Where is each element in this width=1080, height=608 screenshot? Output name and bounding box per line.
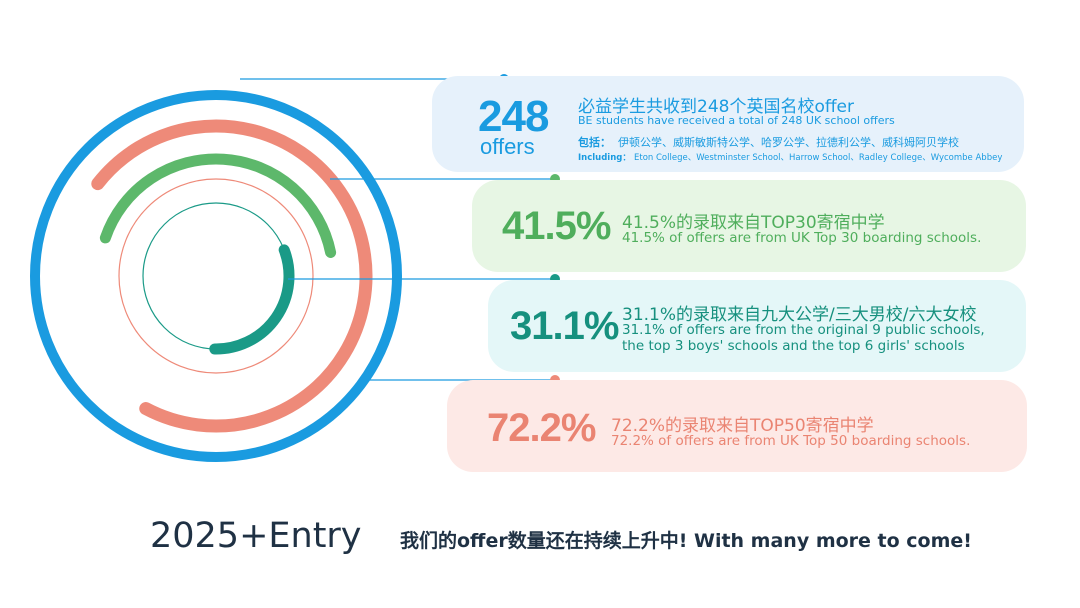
public-schools-title-en-2: the top 3 boys' schools and the top 6 gi…: [622, 338, 965, 354]
including-en-list: Eton College、Westminster School、Harrow S…: [634, 153, 1003, 163]
more-to-come-text: 我们的offer数量还在持续上升中! With many more to com…: [400, 530, 972, 552]
total-offers-unit: offers: [480, 134, 535, 159]
arc-top50: [91, 119, 373, 433]
top50-title-en: 72.2% of offers are from UK Top 50 board…: [611, 433, 971, 449]
arc-public-schools: [209, 244, 295, 355]
top30-percent: 41.5%: [502, 204, 611, 248]
arc-total-offers: [30, 90, 402, 462]
including-zh-list: 伊顿公学、威斯敏斯特公学、哈罗公学、拉德利公学、威科姆阿贝学校: [618, 136, 959, 149]
top50-percent: 72.2%: [487, 406, 596, 450]
total-offers-number: 248: [478, 92, 549, 141]
top30-title-en: 41.5% of offers are from UK Top 30 board…: [622, 230, 982, 246]
total-offers-card: 248 offers 必益学生共收到248个英国名校offer BE stude…: [432, 76, 1024, 172]
guide-circle-coral: [118, 178, 314, 374]
top30-card: 41.5% 41.5%的录取来自TOP30寄宿中学 41.5% of offer…: [472, 180, 1026, 272]
top50-title-zh: 72.2%的录取来自TOP50寄宿中学: [611, 416, 874, 436]
public-schools-card: 31.1% 31.1%的录取来自九大公学/三大男校/六大女校 31.1% of …: [488, 280, 1026, 372]
including-zh-label: 包括：: [578, 136, 611, 149]
public-schools-title-en-1: 31.1% of offers are from the original 9 …: [622, 322, 985, 338]
entry-year-label: 2025+Entry: [150, 516, 362, 556]
top50-card: 72.2% 72.2%的录取来自TOP50寄宿中学 72.2% of offer…: [447, 380, 1027, 472]
total-offers-title-zh: 必益学生共收到248个英国名校offer: [578, 97, 855, 117]
total-offers-title-en: BE students have received a total of 248…: [578, 114, 895, 127]
public-schools-percent: 31.1%: [510, 304, 619, 348]
public-schools-title-zh: 31.1%的录取来自九大公学/三大男校/六大女校: [622, 305, 977, 325]
including-en-label: Including：: [578, 153, 631, 163]
arc-top30: [99, 153, 337, 258]
top30-title-zh: 41.5%的录取来自TOP30寄宿中学: [622, 213, 885, 233]
